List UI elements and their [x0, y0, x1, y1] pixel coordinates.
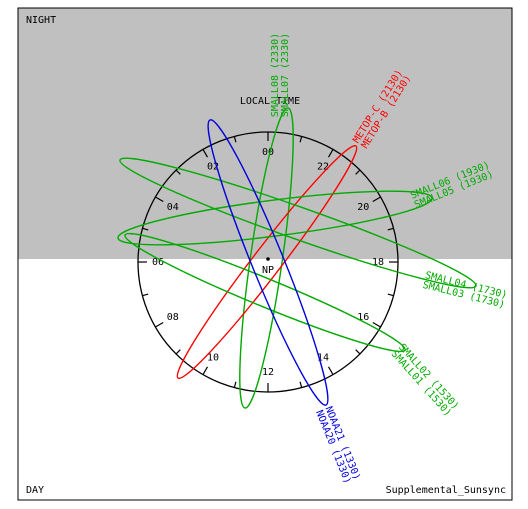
hour-label: 18 — [372, 257, 384, 268]
hour-label: 14 — [317, 352, 329, 363]
hour-tick — [175, 169, 181, 175]
hour-label: 00 — [262, 147, 274, 158]
footer-label: Supplemental_Sunsync — [386, 485, 506, 496]
orbit-label: SMALL02 (1530) — [396, 342, 461, 412]
axis-title: LOCAL TIME — [240, 96, 300, 107]
pole-dot — [266, 257, 270, 261]
hour-tick — [327, 149, 334, 158]
hour-tick — [155, 196, 164, 203]
hour-label: 20 — [357, 202, 369, 213]
hour-tick — [142, 227, 149, 231]
hour-tick — [355, 169, 361, 175]
hour-tick — [327, 366, 334, 375]
orbit — [124, 232, 406, 353]
orbit — [117, 190, 433, 246]
hour-tick — [387, 293, 394, 297]
hour-tick — [142, 293, 149, 297]
hour-label: 10 — [207, 352, 219, 363]
frame — [17, 7, 513, 501]
pole-label: NP — [262, 265, 274, 276]
day-label: DAY — [26, 485, 44, 496]
orbit — [119, 157, 477, 289]
hour-tick — [299, 136, 303, 143]
orbit-label: SMALL08 (2330) — [270, 33, 281, 117]
hour-label: 06 — [152, 257, 164, 268]
hour-tick — [355, 349, 361, 355]
orbit — [176, 144, 358, 380]
hour-tick — [175, 349, 181, 355]
hour-label: 02 — [207, 162, 219, 173]
night-region — [18, 8, 512, 259]
hour-label: 08 — [167, 312, 179, 323]
hour-tick — [299, 381, 303, 388]
hour-label: 22 — [317, 162, 329, 173]
hour-tick — [202, 149, 209, 158]
orbit — [207, 119, 329, 406]
hour-tick — [233, 381, 237, 388]
hour-tick — [372, 321, 381, 328]
orbit-label: SMALL07 (2330) — [280, 33, 291, 117]
hour-label: 04 — [167, 202, 179, 213]
orbit — [239, 107, 294, 409]
hour-tick — [387, 227, 394, 231]
hour-label: 12 — [262, 367, 274, 378]
night-label: NIGHT — [26, 15, 56, 26]
hour-tick — [372, 196, 381, 203]
hour-tick — [202, 366, 209, 375]
hour-tick — [155, 321, 164, 328]
hour-label: 16 — [357, 312, 369, 323]
hour-tick — [233, 136, 237, 143]
